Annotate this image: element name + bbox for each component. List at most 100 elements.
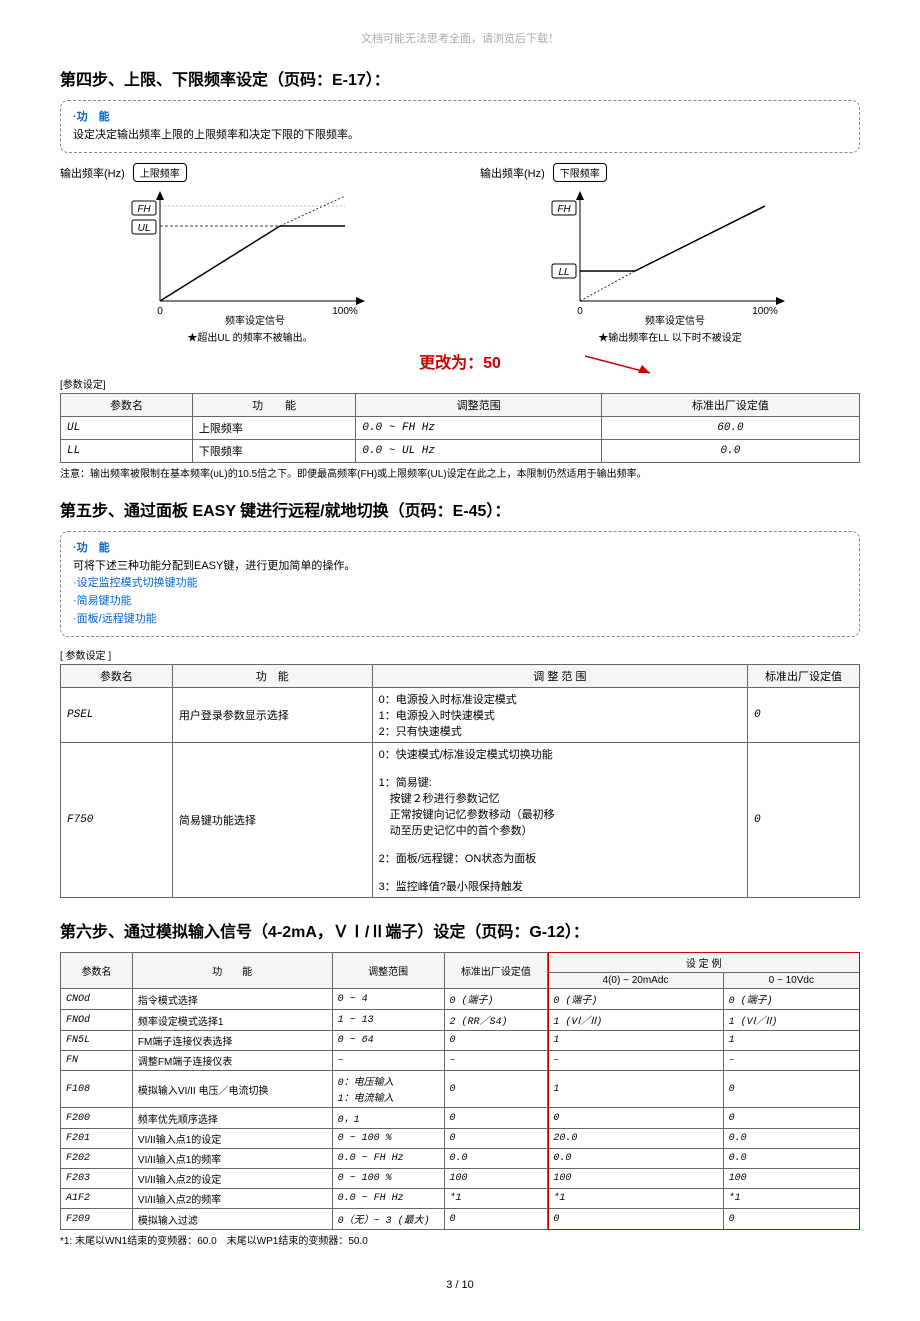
table-cell: F108 (61, 1071, 133, 1108)
table-cell: 0 (444, 1031, 548, 1051)
charts-row: 输出频率(Hz) 上限频率 FH UL 0 100% 频率设定信号 ★超出UL … (60, 163, 860, 344)
table-cell: 0 (444, 1209, 548, 1230)
table-cell: 0 (444, 1129, 548, 1149)
chart-left-fh: FH (137, 204, 151, 215)
section5-title: 第五步、通过面板 EASY 键进行远程/就地切换（页码：E-45）： (60, 497, 860, 521)
table-cell: 0 (端子) (723, 989, 859, 1010)
table-cell: FN5L (61, 1031, 133, 1051)
chart-left-ylabel: 输出频率(Hz) (60, 165, 125, 181)
table-cell: 0 ~ 4 (332, 989, 444, 1010)
table-cell: VI/II输入点2的频率 (132, 1189, 332, 1209)
table-cell: 指令模式选择 (132, 989, 332, 1010)
table-cell: 0：电压输入 1：电流输入 (332, 1071, 444, 1108)
table-cell: CNOd (61, 989, 133, 1010)
table-cell: 简易键功能选择 (172, 743, 372, 898)
chart-right-caption: ★输出频率在LL 以下时不被设定 (480, 329, 860, 344)
t6-h0: 参数名 (61, 953, 133, 989)
table-cell: 1 (VⅠ／ⅠⅠ) (723, 1010, 859, 1031)
t5-h3: 标准出厂设定值 (748, 665, 860, 688)
table-cell: 0.0 ~ UL Hz (356, 440, 602, 463)
table-cell: 2 (RR／S4) (444, 1010, 548, 1031)
chart-right: 输出频率(Hz) 下限频率 FH LL 0 100% 频率设定信号 ★输出频率在… (480, 163, 860, 344)
table-cell: UL (61, 417, 193, 440)
header-note: 文档可能无法思考全面，请浏览后下载！ (60, 30, 860, 46)
table-cell: 0 (548, 1209, 723, 1230)
table-cell: 0.0 ~ FH Hz (332, 1189, 444, 1209)
table-cell: FN (61, 1051, 133, 1071)
t5-h1: 功 能 (172, 665, 372, 688)
table-cell: 0.0 (601, 440, 859, 463)
chart-left-xlabel: 频率设定信号 (225, 314, 285, 326)
table-cell: 100 (723, 1169, 859, 1189)
table-cell: 0.0 (548, 1149, 723, 1169)
t6-h4: 设 定 例 (548, 953, 860, 973)
table-cell: F750 (61, 743, 173, 898)
chart-left-svg: FH UL 0 100% 频率设定信号 (60, 186, 440, 326)
chart-right-fh: FH (557, 204, 571, 215)
chart-left: 输出频率(Hz) 上限频率 FH UL 0 100% 频率设定信号 ★超出UL … (60, 163, 440, 344)
table-section6: 参数名 功 能 调整范围 标准出厂设定值 设 定 例 4(0) ~ 20mAdc… (60, 952, 860, 1230)
table-cell: A1F2 (61, 1189, 133, 1209)
table-cell: 0 (723, 1071, 859, 1108)
chart-right-ylabel: 输出频率(Hz) (480, 165, 545, 181)
t5-h0: 参数名 (61, 665, 173, 688)
table-cell: *1 (723, 1189, 859, 1209)
table-cell: 调整FM端子连接仪表 (132, 1051, 332, 1071)
table-cell: 1 (548, 1071, 723, 1108)
section5-funcbox: ·功 能 可将下述三种功能分配到EASY键，进行更加简单的操作。·设定监控模式切… (60, 531, 860, 637)
table-cell: 1 (548, 1031, 723, 1051)
t4-h3: 标准出厂设定值 (601, 394, 859, 417)
chart-left-caption: ★超出UL 的频率不被输出。 (60, 329, 440, 344)
funcbox5-line: 可将下述三种功能分配到EASY键，进行更加简单的操作。 (73, 558, 847, 576)
table-cell: 0 (723, 1209, 859, 1230)
table-cell: 模拟输入过滤 (132, 1209, 332, 1230)
t4-h0: 参数名 (61, 394, 193, 417)
table-cell: LL (61, 440, 193, 463)
chart-right-pill: 下限频率 (553, 163, 607, 182)
t6-hs0: 4(0) ~ 20mAdc (548, 973, 723, 989)
table-cell: 60.0 (601, 417, 859, 440)
table-cell: 0.0 (444, 1149, 548, 1169)
table-cell: 下限频率 (192, 440, 355, 463)
section4-funcbox: ·功 能 设定决定输出频率上限的上限频率和决定下限的下限频率。 (60, 100, 860, 153)
table-cell: VI/II输入点1的设定 (132, 1129, 332, 1149)
chart-right-ll: LL (558, 267, 569, 278)
table-cell: F201 (61, 1129, 133, 1149)
table-cell: – (723, 1051, 859, 1071)
table-cell: – (444, 1051, 548, 1071)
funcbox5-line: ·面板/远程键功能 (73, 611, 847, 629)
section4-note: 注意：输出频率被限制在基本频率(υL)的10.5倍之下。即便最高频率(FH)或上… (60, 467, 860, 482)
funcbox5-title: ·功 能 (73, 542, 110, 554)
table-cell: – (548, 1051, 723, 1071)
table-section5: 参数名 功 能 调 整 范 围 标准出厂设定值 PSEL用户登录参数显示选择0：… (60, 664, 860, 898)
chart-left-x0: 0 (157, 306, 163, 317)
table-cell: 0 (548, 1108, 723, 1129)
table-cell: F209 (61, 1209, 133, 1230)
funcbox4-title: ·功 能 (73, 111, 110, 123)
table-cell: 0.0 ~ FH Hz (356, 417, 602, 440)
table-cell: 0.0 (723, 1129, 859, 1149)
table-cell: 0.0 (723, 1149, 859, 1169)
t6-h3: 标准出厂设定值 (444, 953, 548, 989)
t4-h2: 调整范围 (356, 394, 602, 417)
page-number: 3 / 10 (60, 1279, 860, 1291)
t5-h2: 调 整 范 围 (372, 665, 748, 688)
param-label-4: [参数设定] (60, 376, 860, 391)
chart-left-pill: 上限频率 (133, 163, 187, 182)
table-cell: FM端子连接仪表选择 (132, 1031, 332, 1051)
table-cell: 0 (748, 743, 860, 898)
funcbox5-line: ·简易键功能 (73, 593, 847, 611)
table-cell: PSEL (61, 688, 173, 743)
table-cell: 20.0 (548, 1129, 723, 1149)
table-cell: VI/II输入点1的频率 (132, 1149, 332, 1169)
table-cell: 100 (444, 1169, 548, 1189)
table-cell: 频率优先顺序选择 (132, 1108, 332, 1129)
table-cell: 0 (端子) (444, 989, 548, 1010)
table-cell: 0：电源投入时标准设定模式 1：电源投入时快速模式 2：只有快速模式 (372, 688, 748, 743)
chart-left-x100: 100% (332, 306, 358, 317)
table-cell: 0 ~ 64 (332, 1031, 444, 1051)
chart-right-svg: FH LL 0 100% 频率设定信号 (480, 186, 860, 326)
section6-footnote: *1: 末尾以WN1结束的变频器：60.0 末尾以WP1结束的变频器：50.0 (60, 1234, 860, 1249)
funcbox5-line: ·设定监控模式切换键功能 (73, 575, 847, 593)
table-cell: F202 (61, 1149, 133, 1169)
